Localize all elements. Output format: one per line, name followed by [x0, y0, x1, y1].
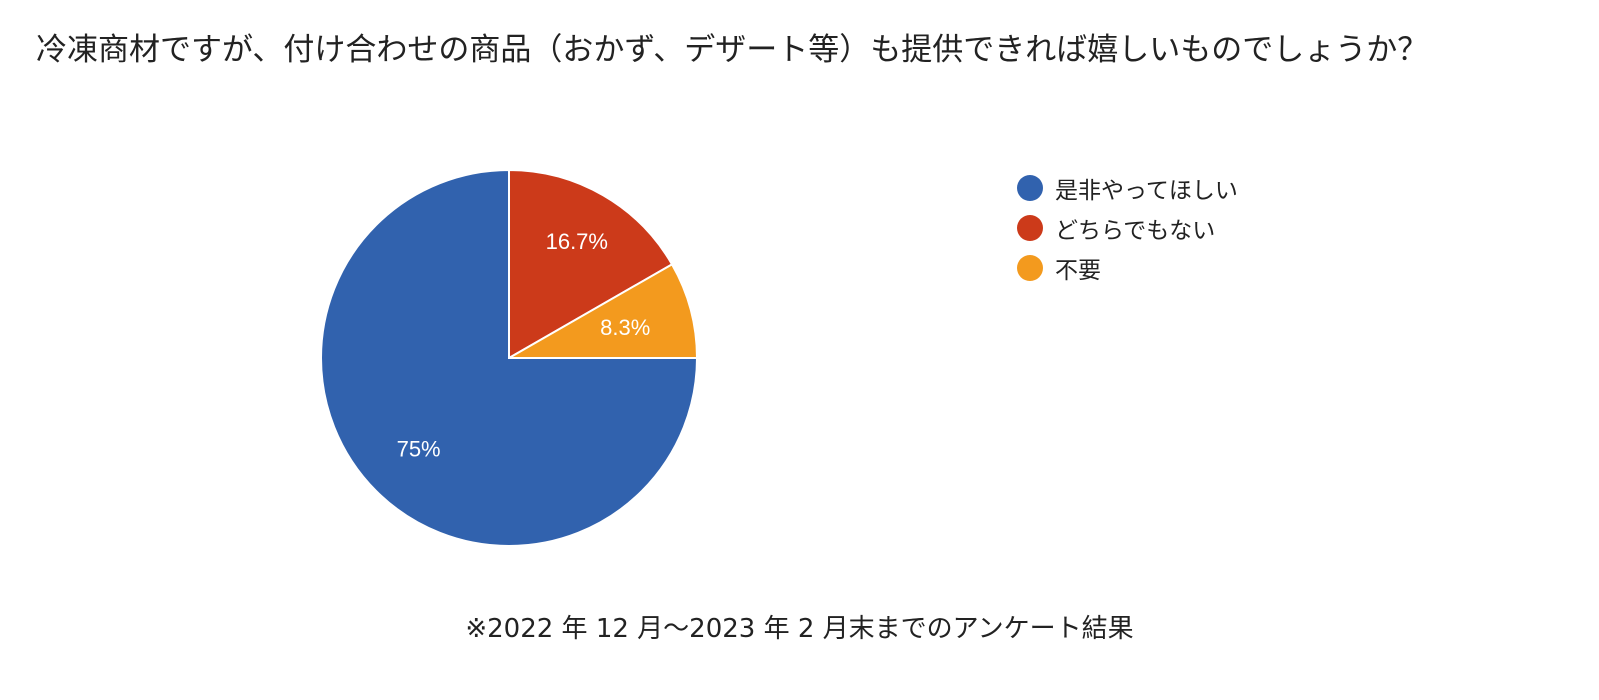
pie-slice[interactable]	[320, 168, 699, 547]
legend-swatch-icon	[1017, 255, 1043, 281]
legend-item[interactable]: 是非やってほしい	[1017, 168, 1238, 208]
slice-data-label: 8.3%	[600, 315, 650, 340]
slice-data-label: 75%	[397, 436, 441, 461]
legend-label: どちらでもない	[1055, 218, 1216, 244]
chart-title: 冷凍商材ですが、付け合わせの商品（おかず、デザート等）も提供できれば嬉しいもので…	[36, 32, 1429, 68]
legend-swatch-icon	[1017, 175, 1043, 201]
legend-swatch-icon	[1017, 215, 1043, 241]
legend: 是非やってほしい どちらでもない 不要	[1017, 168, 1238, 288]
footnote: ※2022 年 12 月～2023 年 2 月末までのアンケート結果	[465, 614, 1134, 644]
legend-label: 不要	[1055, 258, 1101, 284]
legend-item[interactable]: どちらでもない	[1017, 208, 1238, 248]
legend-label: 是非やってほしい	[1055, 178, 1238, 204]
pie-slice-labels: 16.7% 8.3% 75%	[397, 229, 651, 462]
pie-slice[interactable]	[505, 262, 699, 359]
pie-slices	[320, 168, 699, 547]
legend-item[interactable]: 不要	[1017, 248, 1238, 288]
slice-data-label: 16.7%	[546, 229, 608, 254]
pie-slice[interactable]	[508, 168, 674, 360]
